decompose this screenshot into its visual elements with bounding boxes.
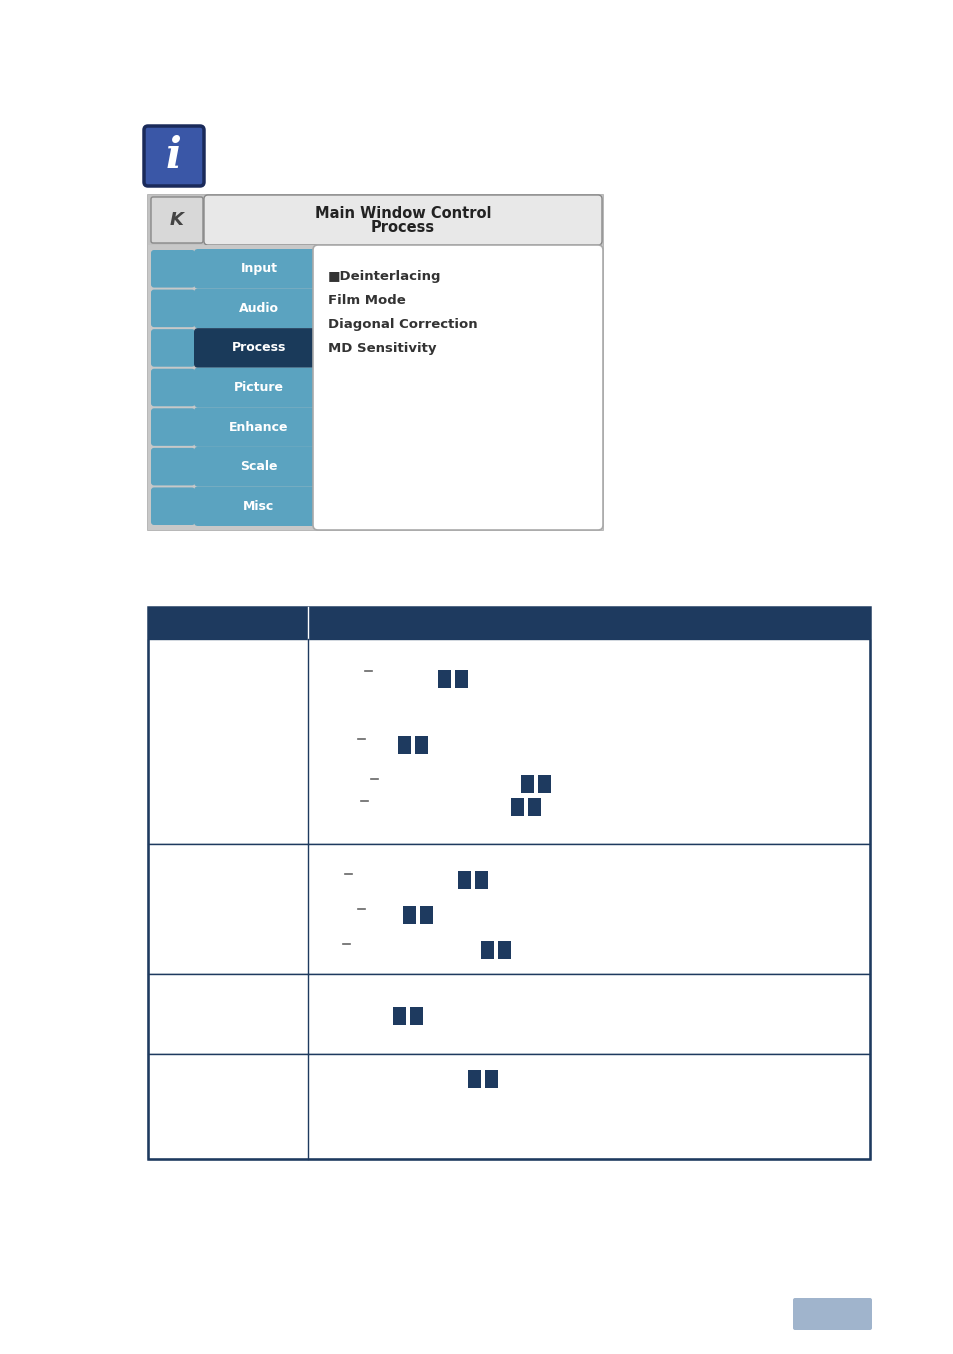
Text: Main Window Control: Main Window Control [314, 206, 491, 221]
Bar [397, 737, 411, 754]
Text: Audio: Audio [239, 302, 278, 315]
Bar [520, 774, 534, 793]
FancyBboxPatch shape [144, 126, 204, 185]
Bar [437, 670, 451, 688]
Bar [148, 639, 869, 844]
Bar [527, 798, 540, 816]
Bar [475, 871, 488, 890]
Bar [410, 1007, 422, 1025]
Text: Diagonal Correction: Diagonal Correction [328, 318, 477, 330]
Bar [457, 871, 471, 890]
FancyBboxPatch shape [792, 1298, 871, 1330]
Bar [484, 1070, 497, 1089]
Bar [419, 906, 433, 923]
FancyBboxPatch shape [151, 368, 194, 406]
FancyBboxPatch shape [204, 195, 601, 245]
FancyBboxPatch shape [151, 329, 194, 367]
Bar [480, 941, 494, 959]
FancyBboxPatch shape [193, 249, 324, 288]
Text: i: i [166, 135, 182, 177]
Bar [148, 195, 602, 245]
Bar [148, 607, 869, 1159]
FancyBboxPatch shape [193, 408, 324, 447]
Bar [511, 798, 523, 816]
Text: K: K [170, 211, 184, 229]
Text: Input: Input [240, 263, 277, 275]
Text: Picture: Picture [233, 380, 284, 394]
FancyBboxPatch shape [193, 486, 324, 525]
Bar [148, 607, 869, 639]
Bar [402, 906, 416, 923]
Text: Process: Process [232, 341, 286, 355]
Text: Scale: Scale [240, 460, 277, 473]
Bar [497, 941, 511, 959]
Bar [148, 195, 602, 529]
Bar [537, 774, 551, 793]
Bar [393, 1007, 406, 1025]
Text: Enhance: Enhance [229, 421, 289, 433]
Text: MD Sensitivity: MD Sensitivity [328, 343, 436, 355]
FancyBboxPatch shape [151, 196, 203, 242]
FancyBboxPatch shape [193, 447, 324, 486]
Text: Film Mode: Film Mode [328, 294, 405, 307]
Bar [468, 1070, 480, 1089]
Bar [455, 670, 468, 688]
FancyBboxPatch shape [193, 288, 324, 328]
Bar [148, 974, 869, 1053]
Bar [148, 245, 602, 529]
Text: Misc: Misc [243, 500, 274, 513]
FancyBboxPatch shape [151, 290, 194, 328]
FancyBboxPatch shape [193, 328, 324, 368]
FancyBboxPatch shape [151, 487, 194, 525]
FancyBboxPatch shape [151, 409, 194, 445]
Bar [148, 844, 869, 974]
Text: ■Deinterlacing: ■Deinterlacing [328, 269, 441, 283]
Bar [415, 737, 428, 754]
FancyBboxPatch shape [313, 245, 602, 529]
FancyBboxPatch shape [151, 448, 194, 486]
Bar [148, 1053, 869, 1159]
Text: Process: Process [371, 221, 435, 236]
FancyBboxPatch shape [151, 250, 194, 287]
FancyBboxPatch shape [193, 368, 324, 408]
